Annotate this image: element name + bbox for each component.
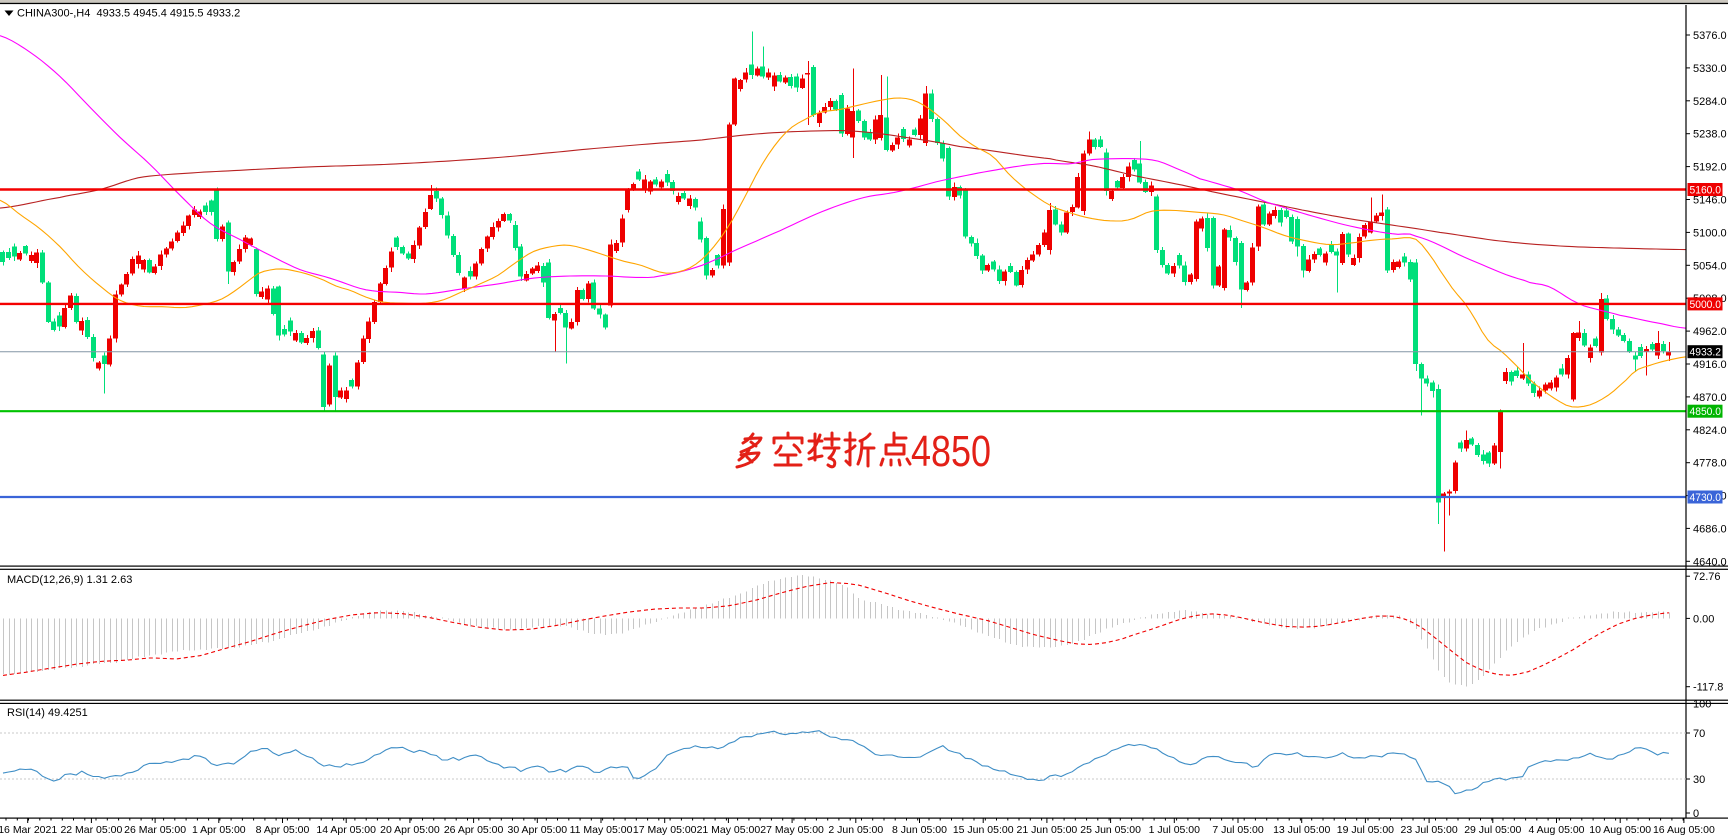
svg-text:5160.0: 5160.0: [1690, 185, 1722, 197]
svg-text:5146.0: 5146.0: [1693, 195, 1727, 207]
svg-text:70: 70: [1693, 728, 1705, 740]
svg-text:16 Aug 05:00: 16 Aug 05:00: [1653, 824, 1715, 836]
svg-text:5054.0: 5054.0: [1693, 260, 1727, 272]
svg-text:29 Jul 05:00: 29 Jul 05:00: [1464, 824, 1521, 836]
svg-text:15 Jun 05:00: 15 Jun 05:00: [953, 824, 1014, 836]
svg-text:30 Apr 05:00: 30 Apr 05:00: [508, 824, 568, 836]
svg-text:4778.0: 4778.0: [1693, 458, 1727, 470]
svg-text:5238.0: 5238.0: [1693, 129, 1727, 141]
svg-text:7 Jul 05:00: 7 Jul 05:00: [1212, 824, 1264, 836]
svg-text:4850: 4850: [911, 427, 991, 476]
svg-text:27 May 05:00: 27 May 05:00: [760, 824, 824, 836]
svg-text:4686.0: 4686.0: [1693, 523, 1727, 535]
svg-text:4850.0: 4850.0: [1690, 406, 1722, 418]
svg-text:100: 100: [1693, 699, 1711, 711]
svg-text:22 Mar 05:00: 22 Mar 05:00: [60, 824, 122, 836]
svg-text:4730.0: 4730.0: [1690, 492, 1722, 504]
svg-text:26 Apr 05:00: 26 Apr 05:00: [444, 824, 504, 836]
svg-text:26 Mar 05:00: 26 Mar 05:00: [124, 824, 186, 836]
svg-text:21 Jun 05:00: 21 Jun 05:00: [1017, 824, 1078, 836]
svg-text:8 Apr 05:00: 8 Apr 05:00: [256, 824, 310, 836]
svg-text:72.76: 72.76: [1693, 571, 1721, 583]
svg-text:4 Aug 05:00: 4 Aug 05:00: [1528, 824, 1584, 836]
svg-text:4870.0: 4870.0: [1693, 392, 1727, 404]
svg-text:5000.0: 5000.0: [1690, 299, 1722, 311]
svg-text:1 Jul 05:00: 1 Jul 05:00: [1149, 824, 1201, 836]
svg-text:16 Mar 2021: 16 Mar 2021: [0, 824, 57, 836]
svg-text:4933.2: 4933.2: [1690, 347, 1722, 359]
svg-text:23 Jul 05:00: 23 Jul 05:00: [1400, 824, 1457, 836]
svg-text:10 Aug 05:00: 10 Aug 05:00: [1589, 824, 1651, 836]
svg-text:5192.0: 5192.0: [1693, 162, 1727, 174]
svg-text:8 Jun 05:00: 8 Jun 05:00: [892, 824, 947, 836]
svg-text:4962.0: 4962.0: [1693, 326, 1727, 338]
svg-text:5330.0: 5330.0: [1693, 63, 1727, 75]
svg-text:13 Jul 05:00: 13 Jul 05:00: [1273, 824, 1330, 836]
svg-text:30: 30: [1693, 774, 1705, 786]
svg-text:14 Apr 05:00: 14 Apr 05:00: [316, 824, 376, 836]
svg-text:-117.8: -117.8: [1693, 682, 1723, 694]
svg-text:20 Apr 05:00: 20 Apr 05:00: [380, 824, 440, 836]
svg-text:5284.0: 5284.0: [1693, 96, 1727, 108]
svg-text:4640.0: 4640.0: [1693, 556, 1727, 568]
svg-text:MACD(12,26,9) 1.31 2.63: MACD(12,26,9) 1.31 2.63: [7, 574, 132, 586]
svg-text:25 Jun 05:00: 25 Jun 05:00: [1080, 824, 1141, 836]
svg-text:0: 0: [1693, 808, 1699, 820]
svg-text:2 Jun 05:00: 2 Jun 05:00: [828, 824, 883, 836]
svg-text:19 Jul 05:00: 19 Jul 05:00: [1337, 824, 1394, 836]
svg-text:4916.0: 4916.0: [1693, 359, 1727, 371]
svg-text:21 May 05:00: 21 May 05:00: [697, 824, 761, 836]
svg-text:RSI(14) 49.4251: RSI(14) 49.4251: [7, 707, 88, 719]
svg-text:11 May 05:00: 11 May 05:00: [570, 824, 633, 836]
svg-text:0.00: 0.00: [1693, 613, 1714, 625]
svg-text:4824.0: 4824.0: [1693, 425, 1727, 437]
svg-text:5376.0: 5376.0: [1693, 30, 1727, 42]
svg-text:17 May 05:00: 17 May 05:00: [633, 824, 697, 836]
svg-text:1 Apr 05:00: 1 Apr 05:00: [192, 824, 246, 836]
svg-text:5100.0: 5100.0: [1693, 227, 1727, 239]
svg-text:CHINA300-,H4 4933.5 4945.4 49: CHINA300-,H4 4933.5 4945.4 4915.5 4933.2: [17, 8, 240, 20]
